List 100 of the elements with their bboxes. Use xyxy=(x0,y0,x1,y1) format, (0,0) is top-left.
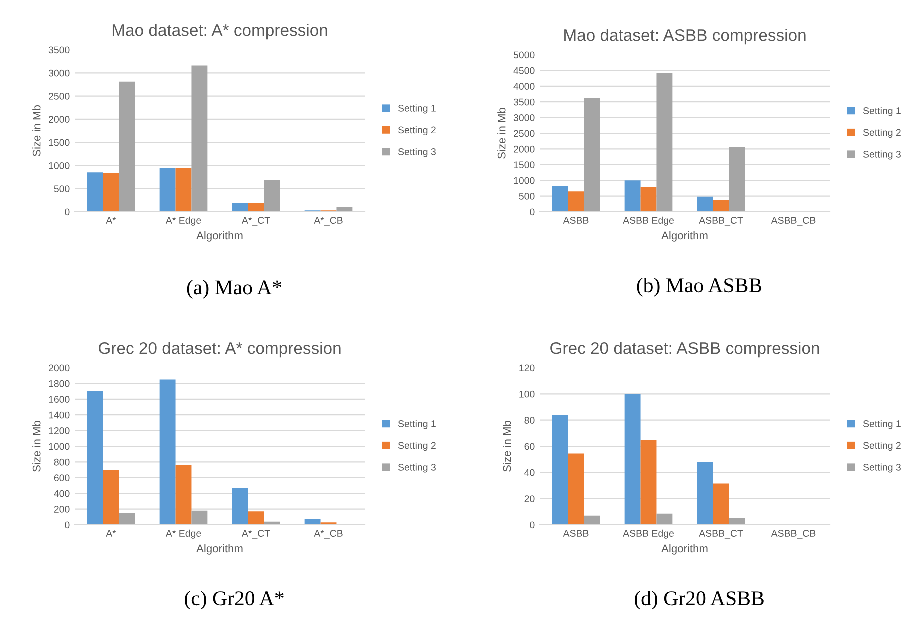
x-axis-title: Algorithm xyxy=(196,544,243,555)
y-tick-label: 1000 xyxy=(49,162,70,170)
bar xyxy=(119,82,136,212)
bar xyxy=(176,168,192,212)
y-tick-label: 40 xyxy=(524,469,535,476)
x-tick-label: A*_CT xyxy=(242,530,270,539)
y-tick-label: 2500 xyxy=(514,130,535,138)
bar xyxy=(248,203,264,212)
bar xyxy=(624,180,641,212)
bar xyxy=(87,392,104,525)
x-tick-label: A* Edge xyxy=(166,216,202,226)
y-axis-title: Size in Mb xyxy=(32,106,41,156)
x-axis-title: Algorithm xyxy=(662,544,708,555)
bar xyxy=(640,187,657,212)
x-tick-label: ASBB Edge xyxy=(623,216,674,226)
legend-label: Setting 2 xyxy=(398,126,436,136)
y-tick-label: 1800 xyxy=(49,380,70,388)
y-tick-label: 2000 xyxy=(49,116,70,124)
y-tick-label: 80 xyxy=(524,417,535,424)
bar xyxy=(584,98,600,212)
bar xyxy=(697,196,714,212)
bar xyxy=(103,173,120,212)
bar xyxy=(192,66,208,212)
y-tick-label: 500 xyxy=(54,186,70,192)
x-axis-title: Algorithm xyxy=(196,231,243,242)
bar xyxy=(656,514,673,525)
y-tick-label: 800 xyxy=(54,458,70,466)
x-tick-label: ASBB xyxy=(563,217,589,224)
bar xyxy=(640,440,657,525)
y-tick-label: 1400 xyxy=(49,412,70,419)
x-tick-label: A*_CB xyxy=(314,217,343,226)
y-tick-label: 60 xyxy=(524,443,535,450)
text: (a) Mao A* xyxy=(187,280,282,299)
y-tick-label: 1600 xyxy=(49,396,70,404)
x-tick-label: A*_CB xyxy=(314,530,343,539)
chart-title: Mao dataset: A* compression xyxy=(112,24,328,40)
y-tick-label: 4000 xyxy=(514,83,535,90)
x-tick-label: ASBB_CT xyxy=(699,217,744,226)
x-tick-label: ASBB_CT xyxy=(699,530,744,539)
bar xyxy=(729,147,746,212)
legend-label: Setting 1 xyxy=(863,420,901,430)
chart-title: Mao dataset: ASBB compression xyxy=(564,29,806,45)
y-tick-label: 0 xyxy=(65,208,70,216)
y-tick-label: 20 xyxy=(524,496,535,502)
bar xyxy=(656,73,673,212)
text: (b) Mao ASBB xyxy=(637,278,762,297)
bar xyxy=(119,513,136,525)
x-tick-label: A*_CT xyxy=(242,217,270,226)
y-tick-label: 1000 xyxy=(49,443,70,450)
bar xyxy=(568,192,584,212)
bar xyxy=(160,168,176,212)
legend-label: Setting 2 xyxy=(863,442,901,452)
bar xyxy=(248,512,264,525)
y-tick-label: 100 xyxy=(520,390,535,398)
bar xyxy=(160,380,176,525)
y-tick-label: 1500 xyxy=(49,139,70,146)
y-tick-label: 3500 xyxy=(48,46,70,54)
x-axis-title: Algorithm xyxy=(662,231,708,242)
bar xyxy=(713,484,730,525)
legend-label: Setting 2 xyxy=(863,128,901,138)
y-tick-label: 3000 xyxy=(514,114,535,122)
bar xyxy=(192,510,208,525)
legend-label: Setting 3 xyxy=(863,150,901,160)
y-tick-label: 5000 xyxy=(514,52,535,59)
legend-label: Setting 1 xyxy=(863,107,901,116)
y-tick-label: 400 xyxy=(54,490,70,498)
bar xyxy=(552,186,568,212)
text: (c) Gr20 A* xyxy=(185,590,284,610)
y-axis-title: Size in Mb xyxy=(32,421,41,472)
y-tick-label: 600 xyxy=(54,474,70,482)
bar xyxy=(176,465,192,525)
legend-label: Setting 3 xyxy=(398,148,436,158)
bar xyxy=(552,415,568,525)
y-tick-label: 2000 xyxy=(514,146,535,153)
x-tick-label: ASBB xyxy=(563,530,589,537)
y-tick-label: 0 xyxy=(530,208,535,216)
x-tick-label: A* xyxy=(106,217,116,224)
x-tick-label: ASBB_CB xyxy=(771,530,816,539)
bar xyxy=(713,200,730,212)
x-tick-label: A* xyxy=(106,530,116,537)
bar xyxy=(568,454,584,525)
y-tick-label: 120 xyxy=(520,364,535,372)
text: (d) Gr20 ASBB xyxy=(635,590,764,610)
chart-title: Grec 20 dataset: A* compression xyxy=(99,342,341,358)
bar xyxy=(264,180,280,212)
y-axis-title: Size in Mb xyxy=(498,108,506,159)
y-tick-label: 1000 xyxy=(514,177,535,184)
y-tick-label: 3500 xyxy=(514,98,535,106)
y-tick-label: 1200 xyxy=(49,428,70,434)
legend-label: Setting 3 xyxy=(863,464,901,473)
y-tick-label: 4500 xyxy=(514,67,535,74)
bar xyxy=(87,172,104,212)
y-tick-label: 2500 xyxy=(49,93,70,100)
y-tick-label: 3000 xyxy=(48,70,70,77)
y-tick-label: 1500 xyxy=(514,162,535,169)
y-axis-title: Size in Mb xyxy=(503,421,512,472)
x-tick-label: A* Edge xyxy=(166,530,202,539)
x-tick-label: ASBB_CB xyxy=(771,217,816,226)
bar xyxy=(304,520,321,525)
bar xyxy=(729,518,746,525)
